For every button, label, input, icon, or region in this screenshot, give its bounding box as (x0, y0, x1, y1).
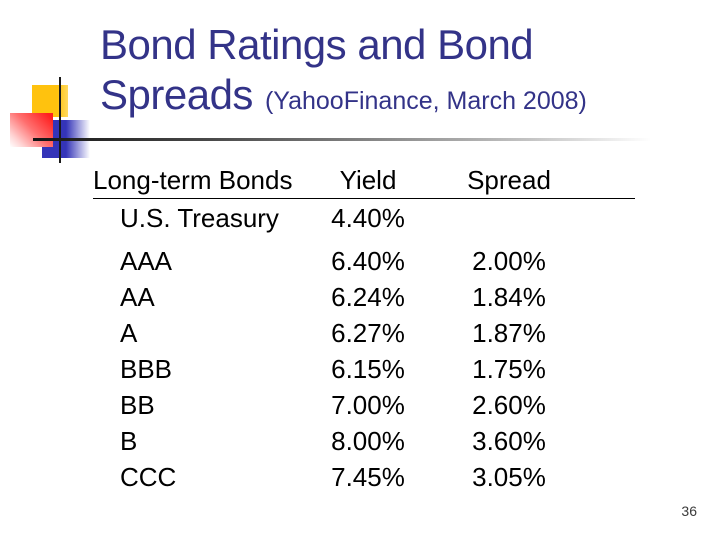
spread-cell: 3.60% (472, 425, 546, 456)
benchmark-label: U.S. Treasury (120, 202, 279, 233)
rating-cell: BB (120, 389, 155, 420)
header-yield: Yield (339, 165, 397, 195)
slide-page-number: 36 (681, 503, 697, 519)
table-row: A 6.27% 1.87% (93, 315, 635, 351)
spread-cell: 1.84% (472, 281, 546, 312)
table-row: BB 7.00% 2.60% (93, 387, 635, 423)
table-row: CCC 7.45% 3.05% (93, 459, 635, 495)
table-row: B 8.00% 3.60% (93, 423, 635, 459)
benchmark-yield: 4.40% (331, 202, 405, 233)
spread-cell: 3.05% (472, 461, 546, 492)
rating-cell: BBB (120, 353, 173, 384)
yield-cell: 7.00% (331, 389, 405, 420)
spread-cell: 2.00% (472, 245, 546, 276)
rating-cell: AA (120, 281, 155, 312)
table-row: AAA 6.40% 2.00% (93, 243, 635, 279)
decoration-yellow-square (32, 85, 68, 117)
yield-cell: 7.45% (331, 461, 405, 492)
decoration-vertical-line (59, 77, 61, 163)
yield-cell: 6.40% (331, 245, 405, 276)
yield-cell: 6.27% (331, 317, 405, 348)
header-spread: Spread (467, 165, 551, 195)
slide-title-line2: Spreads (YahooFinance, March 2008) (100, 70, 700, 120)
yield-cell: 8.00% (331, 425, 405, 456)
table-header-row: Long-term Bonds Yield Spread (93, 163, 635, 199)
slide-subtitle: (YahooFinance, March 2008) (264, 86, 587, 115)
slide-title-line1: Bond Ratings and Bond (100, 21, 534, 68)
decoration-red-square (10, 113, 53, 147)
spread-cell: 2.60% (472, 389, 546, 420)
slide-title-line2-text: Spreads (100, 70, 253, 118)
spread-cell: 1.87% (472, 317, 546, 348)
title-block: Bond Ratings and Bond Spreads (YahooFinan… (100, 20, 700, 119)
spread-cell: 1.75% (472, 353, 546, 384)
rating-cell: AAA (120, 245, 173, 276)
bond-ratings-table: Long-term Bonds Yield Spread U.S. Treasu… (93, 163, 635, 495)
rating-cell: CCC (120, 461, 177, 492)
ratings-rows: AAA 6.40% 2.00% AA 6.24% 1.84% A 6.27% 1… (93, 243, 635, 495)
benchmark-row: U.S. Treasury 4.40% (93, 199, 635, 237)
table-row: AA 6.24% 1.84% (93, 279, 635, 315)
yield-cell: 6.15% (331, 353, 405, 384)
title-separator-rule (33, 138, 670, 141)
rating-cell: A (120, 317, 138, 348)
rating-cell: B (120, 425, 138, 456)
yield-cell: 6.24% (331, 281, 405, 312)
table-row: BBB 6.15% 1.75% (93, 351, 635, 387)
header-long-term-bonds: Long-term Bonds (93, 165, 293, 195)
